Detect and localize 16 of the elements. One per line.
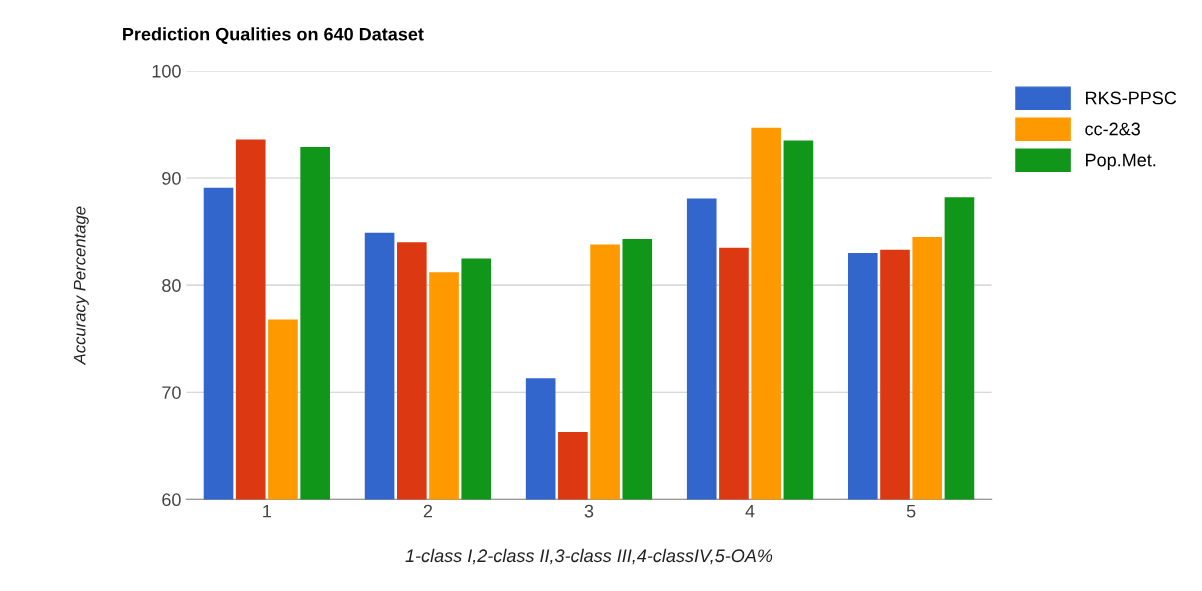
legend-label: Pop.Met. <box>1086 153 1156 170</box>
x-tick-label: 2 <box>423 504 433 518</box>
y-axis-title: Accuracy Percentage <box>73 206 89 366</box>
y-tick-label: 100 <box>152 64 181 78</box>
x-tick-label: 4 <box>745 504 755 518</box>
x-tick-label: 5 <box>906 504 916 518</box>
x-tick-label: 1 <box>263 504 271 518</box>
legend-label: RKS-PPSC <box>1086 91 1177 105</box>
x-tick-label: 3 <box>584 504 594 518</box>
y-tick-label: 70 <box>162 386 181 399</box>
y-tick-label: 90 <box>162 171 181 185</box>
y-tick-label: 80 <box>162 279 181 292</box>
y-tick-label: 60 <box>162 493 181 507</box>
legend-label: cc-2&3 <box>1085 122 1140 136</box>
x-axis-title: 1-class I,2-class II,3-class III,4-classIV,5-OA% <box>405 548 773 565</box>
chart-title: Prediction Qualities on 640 Dataset <box>123 27 424 44</box>
